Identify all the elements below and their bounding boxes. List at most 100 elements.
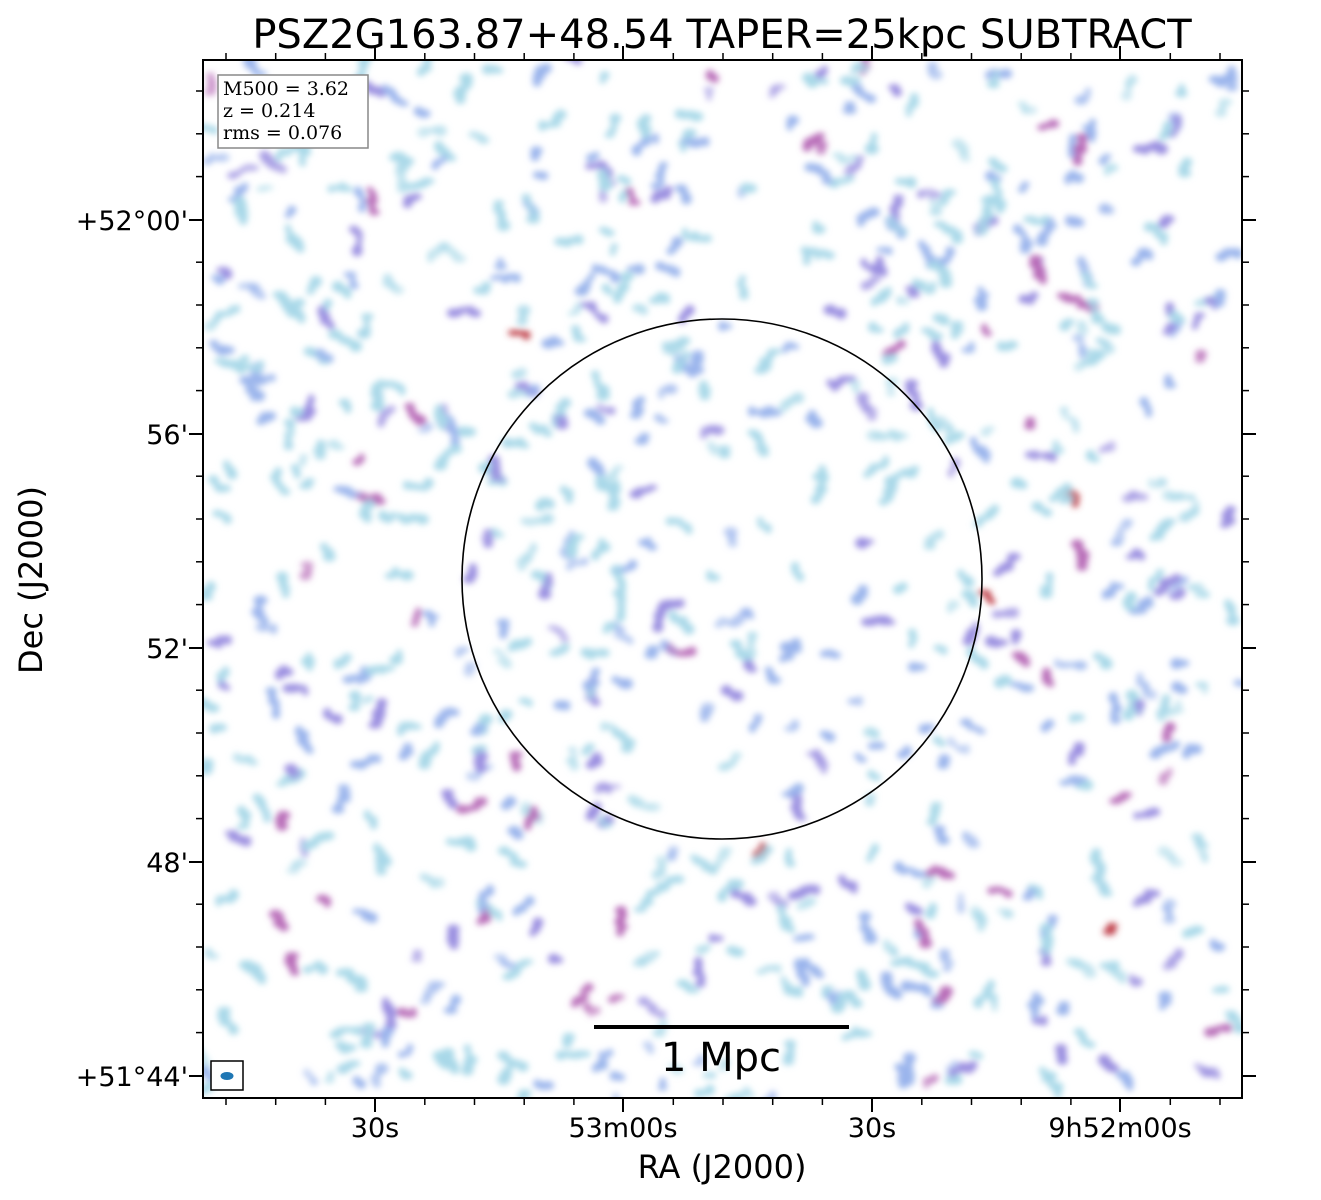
noise-blob <box>581 557 589 566</box>
noise-blob <box>570 752 579 759</box>
noise-blob <box>659 1019 668 1027</box>
noise-blob <box>1128 973 1135 984</box>
noise-blob <box>290 862 301 869</box>
noise-blob <box>843 156 852 165</box>
chart-title: PSZ2G163.87+48.54 TAPER=25kpc SUBTRACT <box>252 12 1192 58</box>
noise-blob <box>499 652 506 658</box>
noise-blob <box>1195 349 1207 359</box>
noise-blob <box>938 948 951 958</box>
noise-blob <box>1170 860 1178 867</box>
noise-blob <box>1103 166 1111 176</box>
noise-blob <box>848 379 862 389</box>
noise-blob <box>991 1006 999 1012</box>
noise-blob <box>520 517 532 525</box>
noise-blob <box>613 626 626 634</box>
noise-blob <box>372 1080 382 1089</box>
noise-blob <box>203 158 213 165</box>
noise-blob <box>767 891 781 902</box>
noise-blob <box>1136 672 1144 684</box>
noise-blob <box>301 851 309 857</box>
noise-blob <box>327 1071 335 1078</box>
noise-blob <box>565 757 577 764</box>
noise-blob <box>699 716 710 722</box>
noise-blob <box>334 444 345 451</box>
noise-blob <box>1124 79 1133 89</box>
noise-blob <box>927 61 938 71</box>
noise-blob <box>855 158 862 170</box>
noise-blob <box>610 1106 623 1111</box>
noise-blob <box>657 1010 667 1019</box>
noise-blob <box>627 637 634 645</box>
noise-blob <box>567 311 576 316</box>
noise-blob <box>956 899 966 906</box>
noise-blob <box>493 532 505 538</box>
noise-blob <box>1059 406 1069 414</box>
noise-blob <box>392 285 404 295</box>
noise-blob <box>203 1059 212 1068</box>
noise-blob <box>1077 340 1085 346</box>
noise-blob <box>600 721 608 732</box>
noise-blob <box>517 367 528 378</box>
noise-blob <box>1166 767 1174 774</box>
noise-blob <box>1198 849 1208 857</box>
noise-blob <box>706 440 716 451</box>
noise-blob <box>1170 707 1185 714</box>
noise-blob <box>486 763 494 770</box>
noise-blob <box>516 318 528 326</box>
noise-blob <box>323 1077 335 1083</box>
noise-blob <box>1141 493 1149 501</box>
noise-blob <box>860 281 871 291</box>
noise-blob <box>947 599 960 610</box>
noise-blob <box>929 69 943 80</box>
noise-blob <box>1023 106 1038 115</box>
noise-blob <box>695 945 708 955</box>
noise-blob <box>651 869 662 880</box>
noise-blob <box>607 406 616 415</box>
noise-blob <box>1166 588 1175 594</box>
radio-image-noise <box>203 60 1242 1111</box>
noise-blob <box>730 620 739 628</box>
noise-blob <box>596 402 604 414</box>
noise-blob <box>279 165 288 174</box>
noise-blob <box>1174 699 1183 709</box>
plot-area <box>203 60 1242 1098</box>
noise-blob <box>774 964 782 974</box>
noise-blob <box>942 965 952 972</box>
noise-blob <box>747 631 758 640</box>
noise-blob <box>930 532 938 540</box>
noise-blob <box>554 626 561 635</box>
noise-blob <box>1134 492 1144 501</box>
noise-blob <box>213 154 222 162</box>
noise-blob <box>1098 203 1112 214</box>
noise-blob <box>1157 845 1170 857</box>
noise-blob <box>856 392 869 403</box>
noise-blob <box>1200 590 1211 599</box>
noise-blob <box>567 746 578 753</box>
noise-blob <box>300 561 314 569</box>
noise-blob <box>309 1078 319 1086</box>
noise-blob <box>871 729 880 740</box>
noise-blob <box>492 648 502 655</box>
noise-blob <box>1147 478 1155 488</box>
noise-blob <box>423 422 434 431</box>
noise-blob <box>587 1006 595 1017</box>
noise-blob <box>299 453 309 461</box>
noise-blob <box>922 1082 930 1089</box>
noise-blob <box>593 1006 601 1015</box>
noise-blob <box>976 921 986 932</box>
noise-blob <box>647 802 661 812</box>
noise-blob <box>820 767 828 774</box>
noise-blob <box>951 1060 959 1068</box>
noise-blob <box>234 169 242 177</box>
noise-blob <box>1002 909 1014 919</box>
noise-blob <box>760 1100 768 1107</box>
noise-blob <box>1078 351 1087 359</box>
noise-blob <box>446 245 455 257</box>
noise-blob <box>657 417 669 424</box>
noise-blob <box>560 635 570 644</box>
noise-blob <box>667 1063 679 1070</box>
noise-blob <box>410 621 419 627</box>
noise-blob <box>1120 90 1132 101</box>
noise-blob <box>944 959 955 967</box>
noise-blob <box>935 529 945 540</box>
